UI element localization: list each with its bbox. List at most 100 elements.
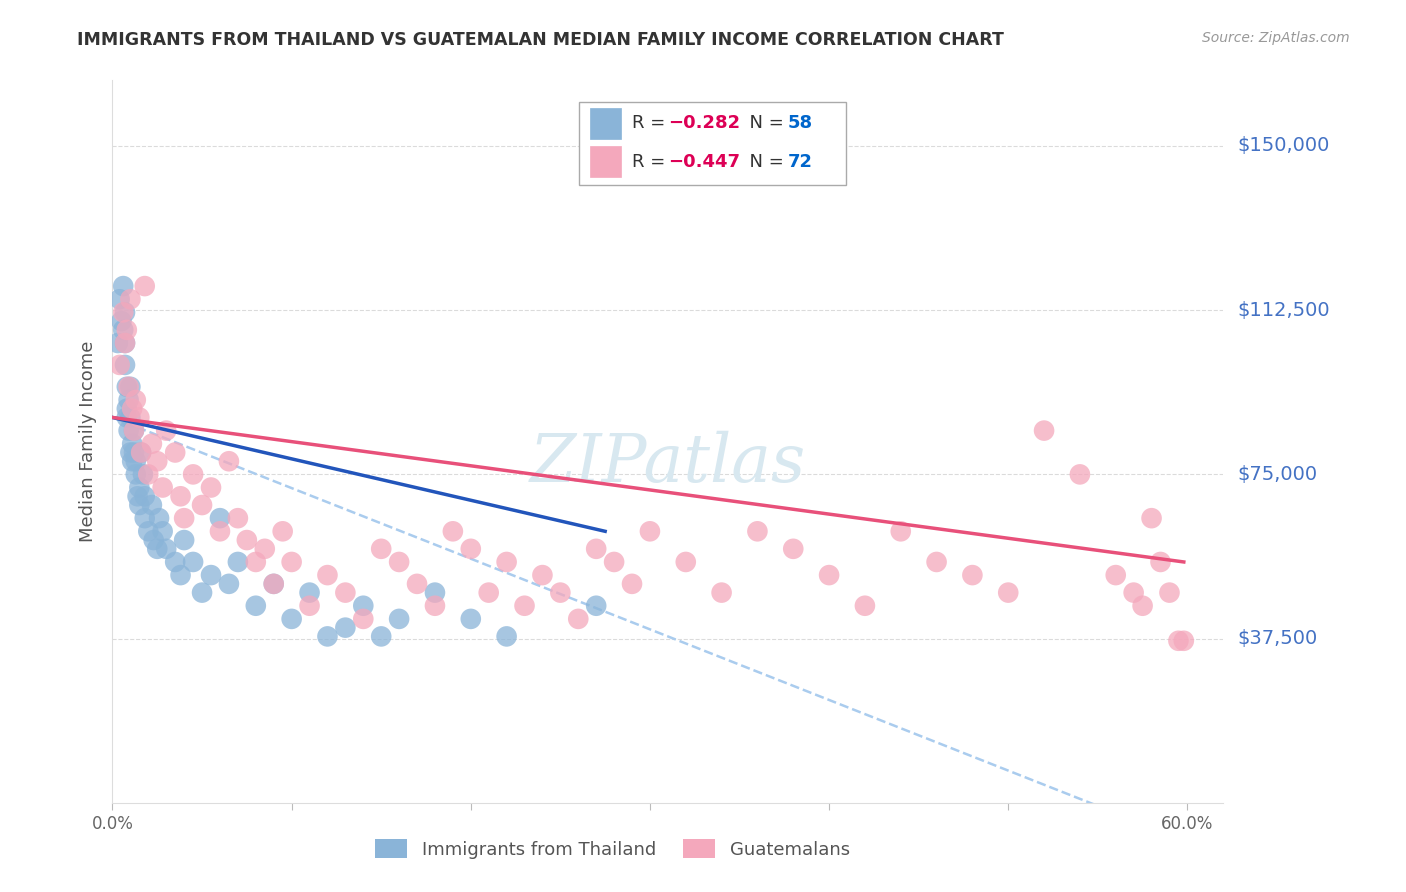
Point — [191, 585, 214, 599]
Point — [181, 467, 204, 482]
Y-axis label: Median Family Income: Median Family Income — [79, 341, 97, 542]
Point — [107, 336, 129, 351]
Point — [567, 612, 589, 626]
Point — [245, 599, 267, 613]
Text: R =: R = — [633, 114, 671, 132]
Text: −0.447: −0.447 — [668, 153, 740, 170]
Text: N =: N = — [738, 114, 789, 132]
Point — [782, 541, 804, 556]
Point — [128, 498, 150, 512]
Point — [495, 555, 517, 569]
Point — [853, 599, 876, 613]
Point — [298, 599, 321, 613]
Point — [316, 629, 339, 643]
Point — [122, 445, 145, 459]
Point — [316, 568, 339, 582]
Point — [173, 533, 195, 547]
Point — [120, 445, 142, 459]
Point — [531, 568, 554, 582]
Point — [134, 489, 156, 503]
Point — [121, 454, 143, 468]
Point — [115, 323, 138, 337]
Point — [550, 585, 572, 599]
Point — [141, 436, 163, 450]
Text: ZIPatlas: ZIPatlas — [530, 431, 806, 496]
Point — [112, 305, 135, 319]
Point — [280, 612, 302, 626]
Point — [115, 380, 138, 394]
Point — [1149, 555, 1171, 569]
Point — [112, 279, 135, 293]
Point — [146, 454, 169, 468]
Point — [141, 498, 163, 512]
Point — [129, 445, 152, 459]
Text: $75,000: $75,000 — [1237, 465, 1317, 483]
Point — [155, 541, 177, 556]
Point — [218, 577, 240, 591]
Legend: Immigrants from Thailand, Guatemalans: Immigrants from Thailand, Guatemalans — [367, 832, 858, 866]
FancyBboxPatch shape — [579, 102, 845, 185]
Point — [125, 392, 148, 407]
Point — [136, 524, 159, 539]
Point — [115, 401, 138, 416]
Point — [108, 292, 131, 306]
Point — [208, 511, 231, 525]
Point — [165, 445, 187, 459]
Point — [352, 612, 374, 626]
Point — [710, 585, 733, 599]
Point — [125, 467, 148, 482]
Point — [478, 585, 501, 599]
Point — [460, 541, 482, 556]
Point — [890, 524, 912, 539]
Point — [152, 481, 174, 495]
Text: $37,500: $37,500 — [1237, 629, 1317, 648]
Point — [1105, 568, 1128, 582]
Point — [236, 533, 259, 547]
Point — [263, 577, 285, 591]
Point — [962, 568, 984, 582]
Point — [114, 305, 136, 319]
Point — [423, 585, 446, 599]
Text: 58: 58 — [787, 114, 813, 132]
Point — [335, 585, 357, 599]
Point — [181, 555, 204, 569]
Point — [1033, 424, 1056, 438]
Text: 72: 72 — [787, 153, 813, 170]
Point — [120, 380, 142, 394]
Point — [1167, 633, 1189, 648]
Point — [128, 481, 150, 495]
Point — [1132, 599, 1154, 613]
Point — [388, 612, 411, 626]
Point — [191, 498, 214, 512]
Point — [117, 424, 139, 438]
Point — [173, 511, 195, 525]
Point — [200, 481, 222, 495]
Point — [638, 524, 661, 539]
Point — [121, 401, 143, 416]
Point — [263, 577, 285, 591]
Point — [253, 541, 276, 556]
Point — [460, 612, 482, 626]
Point — [148, 511, 170, 525]
Point — [120, 292, 142, 306]
Point — [370, 541, 392, 556]
Point — [818, 568, 841, 582]
Text: $150,000: $150,000 — [1237, 136, 1330, 155]
Point — [155, 424, 177, 438]
Text: Source: ZipAtlas.com: Source: ZipAtlas.com — [1202, 31, 1350, 45]
Point — [747, 524, 769, 539]
Point — [114, 336, 136, 351]
Point — [117, 380, 139, 394]
Text: N =: N = — [738, 153, 789, 170]
Point — [208, 524, 231, 539]
Point — [114, 358, 136, 372]
Point — [200, 568, 222, 582]
Text: −0.282: −0.282 — [668, 114, 740, 132]
Point — [1122, 585, 1144, 599]
Point — [603, 555, 626, 569]
Point — [335, 621, 357, 635]
Point — [423, 599, 446, 613]
Point — [1159, 585, 1181, 599]
Point — [136, 467, 159, 482]
Point — [997, 585, 1019, 599]
